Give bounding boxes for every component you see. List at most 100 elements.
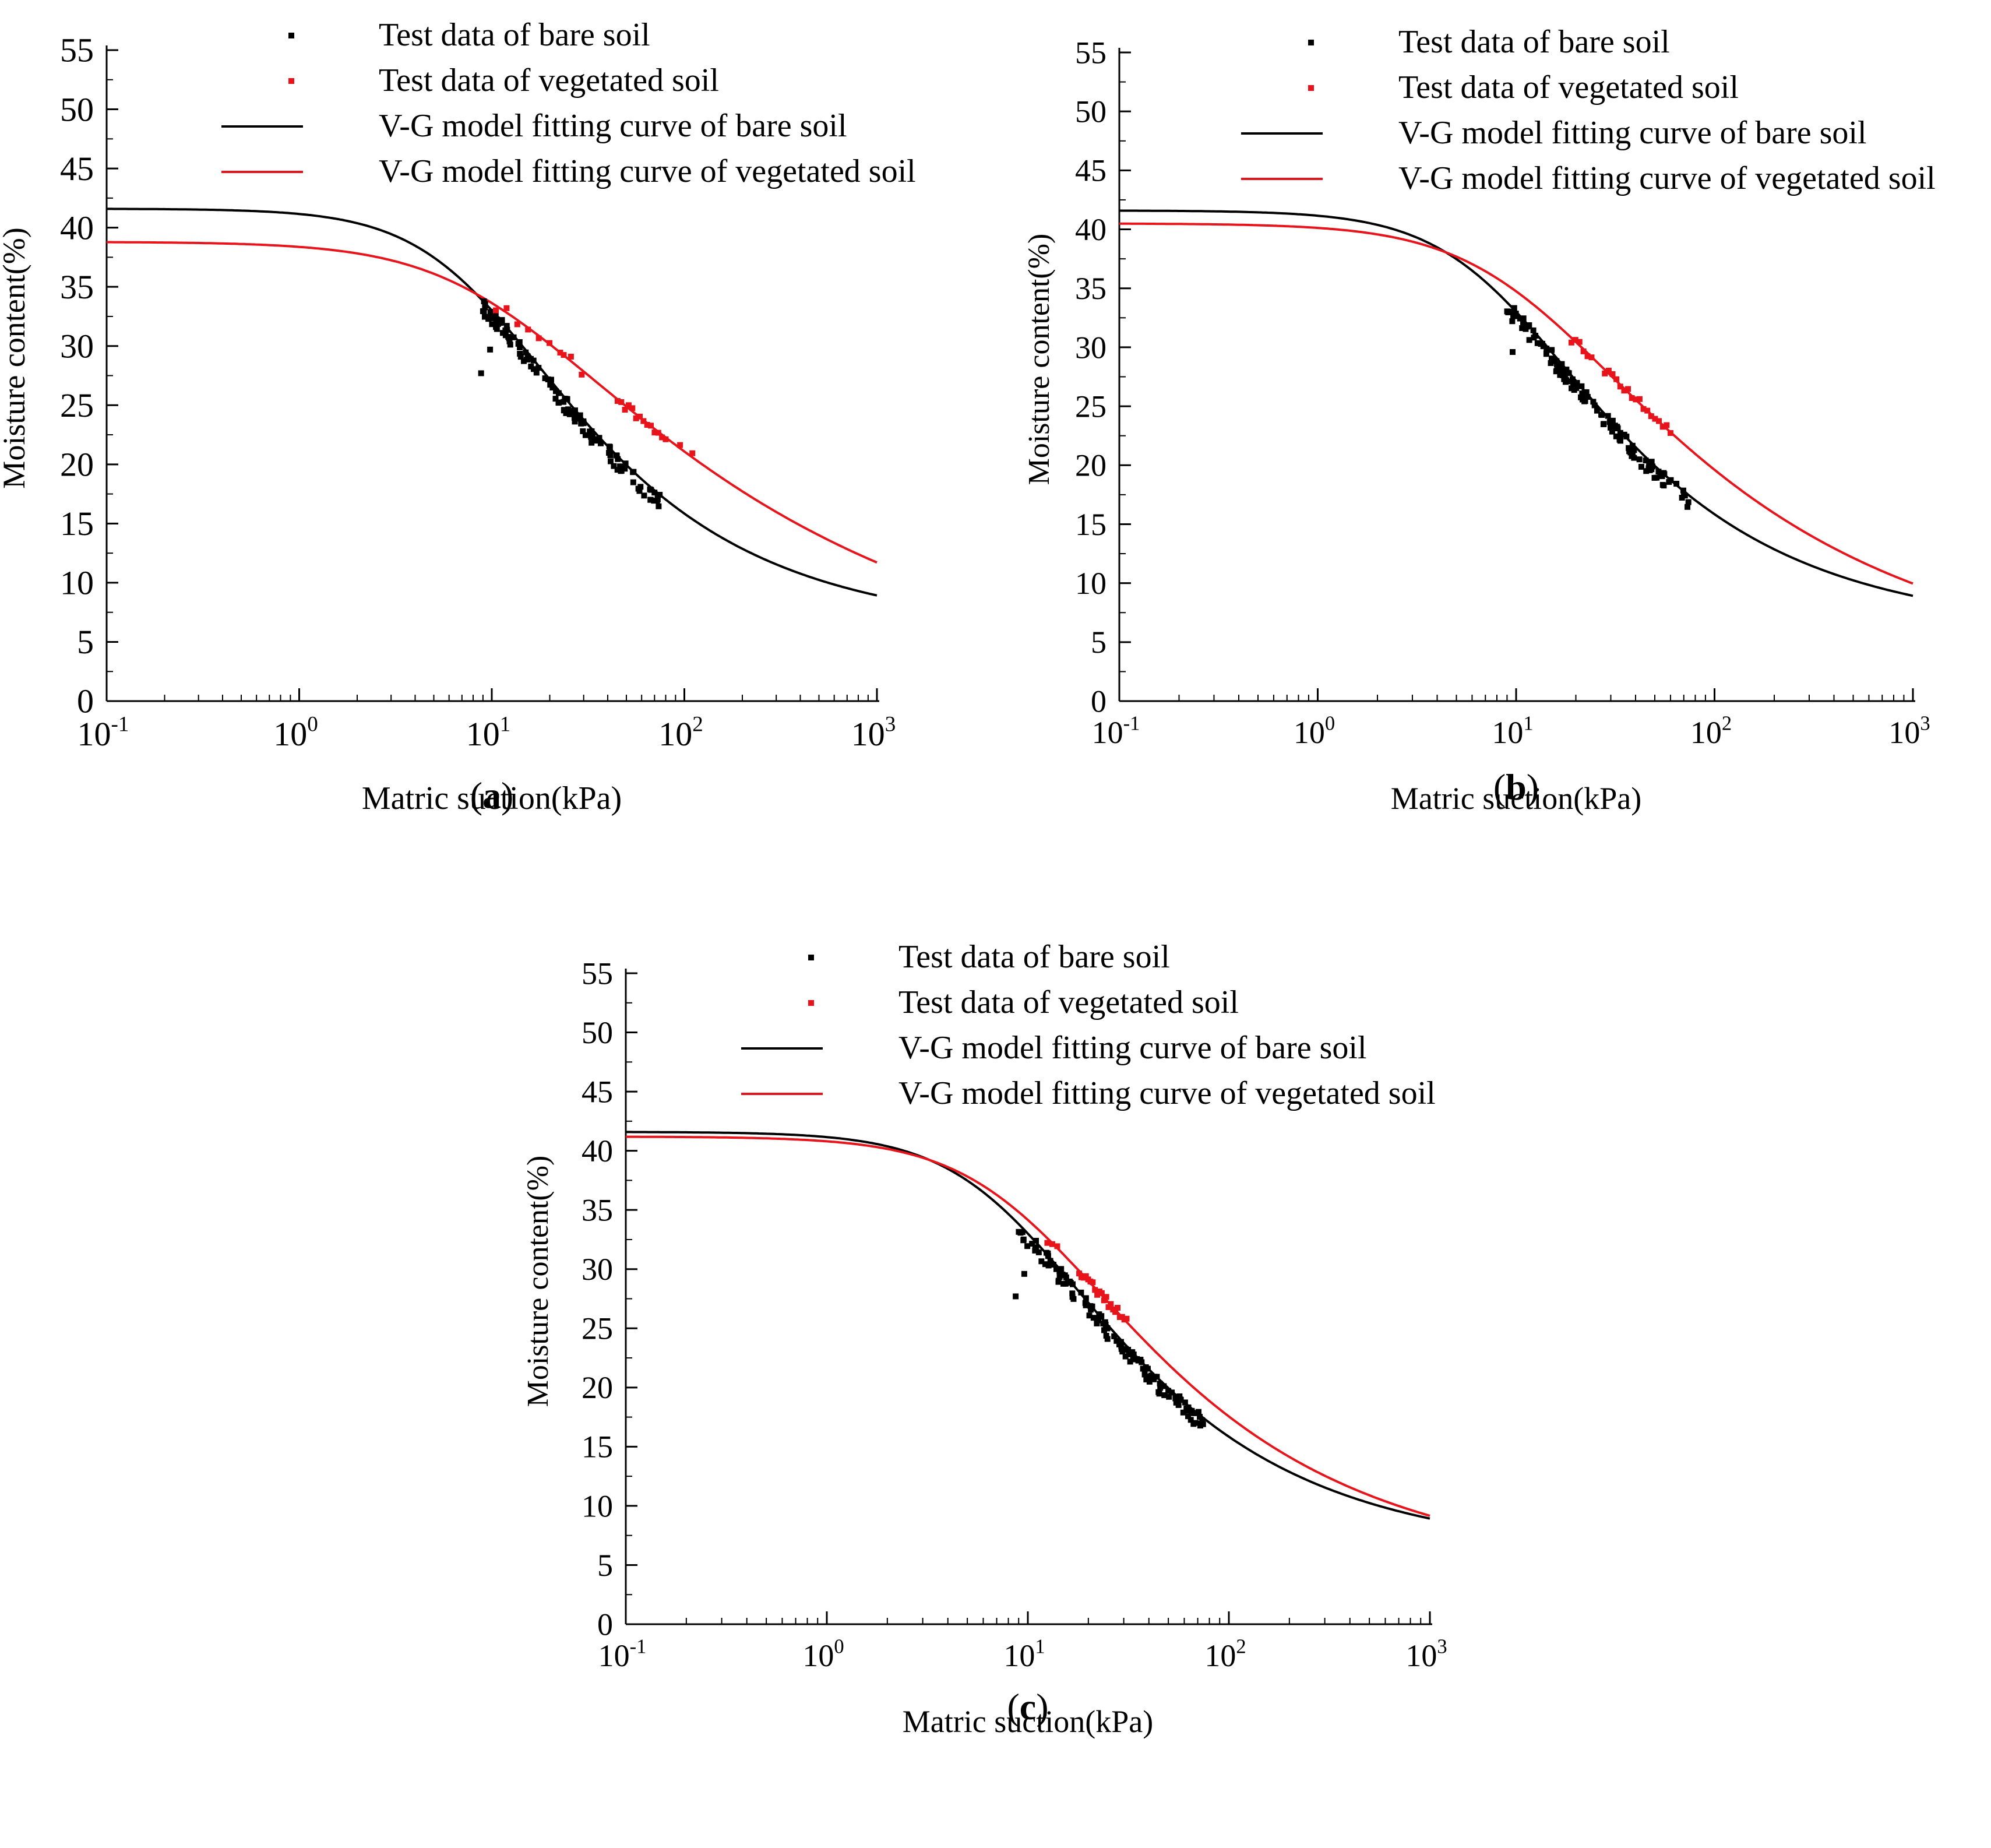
vegetated-soil-test-point bbox=[640, 418, 647, 424]
bare-soil-test-point bbox=[1082, 1300, 1088, 1306]
x-tick-label: 10-1 bbox=[77, 713, 129, 753]
x-tick-label: 101 bbox=[466, 713, 511, 753]
bare-soil-test-point bbox=[1526, 337, 1532, 343]
bare-soil-test-point bbox=[1038, 1258, 1045, 1265]
bare-soil-test-point bbox=[1643, 457, 1649, 464]
bare-soil-test-point bbox=[1086, 1312, 1093, 1319]
bare-soil-test-point bbox=[1060, 1280, 1066, 1287]
bare-soil-test-point bbox=[1679, 494, 1685, 501]
y-tick-label: 5 bbox=[77, 623, 94, 661]
chart-panel-a: 0 5 10 15 20 25 30 35 40 45 50 55 10-1 100 101 102 103 Ma… bbox=[0, 17, 916, 816]
bare-soil-test-point bbox=[1118, 1339, 1124, 1345]
bare-soil-test-point bbox=[1673, 481, 1680, 487]
bare-soil-test-point bbox=[1161, 1383, 1167, 1389]
bare-soil-test-point bbox=[545, 376, 551, 382]
y-tick-label: 40 bbox=[60, 209, 94, 247]
vegetated-soil-test-point bbox=[1617, 383, 1623, 390]
bare-soil-test-point bbox=[1119, 1349, 1126, 1355]
y-tick-label: 25 bbox=[60, 386, 94, 424]
bare-soil-test-point bbox=[1144, 1375, 1150, 1381]
bare-soil-test-point bbox=[1517, 315, 1523, 322]
bare-soil-test-point bbox=[1029, 1241, 1035, 1247]
bare-soil-test-point bbox=[647, 497, 654, 503]
vegetated-soil-test-point bbox=[1101, 1297, 1107, 1304]
x-tick-label: 103 bbox=[1888, 712, 1930, 750]
bare-soil-test-point bbox=[597, 440, 604, 446]
y-tick-label: 25 bbox=[1075, 389, 1106, 424]
legend-marker-point bbox=[1308, 85, 1314, 91]
vegetated-soil-test-point bbox=[579, 371, 585, 378]
x-tick-label: 100 bbox=[1294, 712, 1335, 750]
vegetated-soil-test-point bbox=[1640, 406, 1647, 412]
bare-soil-test-point bbox=[527, 355, 534, 362]
vegetated-soil-test-point bbox=[1049, 1241, 1055, 1247]
bare-soil-test-point bbox=[552, 396, 559, 402]
y-tick-label: 45 bbox=[582, 1074, 613, 1109]
bare-soil-test-point bbox=[1087, 1303, 1094, 1310]
bare-soil-test-point bbox=[1578, 383, 1585, 389]
bare-soil-test-point bbox=[1111, 1333, 1118, 1339]
y-tick-label: 30 bbox=[1075, 330, 1106, 365]
bare-soil-test-point bbox=[1557, 372, 1563, 378]
bare-soil-test-point bbox=[578, 420, 584, 427]
bare-soil-test-point bbox=[651, 490, 658, 496]
bare-soil-test-point bbox=[1540, 343, 1546, 350]
bare-soil-test-point bbox=[1609, 417, 1616, 424]
bare-soil-test-point bbox=[1682, 492, 1688, 499]
bare-soil-test-point bbox=[507, 342, 513, 348]
bare-soil-test-point bbox=[549, 384, 556, 390]
bare-soil-test-point bbox=[1146, 1378, 1153, 1385]
bare-soil-test-point bbox=[1165, 1388, 1172, 1394]
y-tick-label: 30 bbox=[582, 1252, 613, 1287]
y-axis-label: Moisture content(%) bbox=[521, 1156, 555, 1407]
bare-soil-test-point bbox=[1570, 384, 1576, 390]
bare-soil-test-point bbox=[1200, 1421, 1206, 1427]
bare-soil-test-point bbox=[1582, 398, 1588, 404]
bare-soil-test-point bbox=[1555, 368, 1562, 374]
y-tick-label: 0 bbox=[1091, 684, 1106, 719]
bare-soil-test-point bbox=[588, 434, 594, 440]
bare-soil-test-point bbox=[656, 503, 662, 509]
bare-soil-test-point bbox=[630, 469, 637, 475]
bare-soil-test-point bbox=[1605, 413, 1611, 419]
y-tick-label: 20 bbox=[1075, 448, 1106, 483]
x-axis-label: Matric suction(kPa) bbox=[362, 780, 622, 816]
bare-soil-test-point bbox=[587, 428, 593, 435]
bare-soil-test-point bbox=[555, 400, 562, 406]
bare-soil-test-point bbox=[1113, 1337, 1120, 1344]
x-tick-label: 10-1 bbox=[1092, 712, 1140, 750]
legend-label: Test data of vegetated soil bbox=[898, 984, 1239, 1020]
bare-soil-test-point bbox=[613, 452, 619, 459]
bare-soil-test-point bbox=[1197, 1414, 1203, 1420]
vegetated-soil-test-point bbox=[547, 340, 553, 346]
bare-soil-test-point bbox=[1526, 322, 1532, 328]
y-tick-label: 55 bbox=[1075, 35, 1106, 70]
bare-soil-test-point bbox=[1532, 333, 1539, 339]
vegetated-soil-test-point bbox=[514, 321, 520, 328]
vegetated-soil-test-point bbox=[1602, 370, 1608, 376]
x-tick-label: 102 bbox=[1690, 712, 1732, 750]
bare-soil-test-point bbox=[1129, 1351, 1135, 1357]
legend-label: V-G model fitting curve of bare soil bbox=[379, 108, 847, 144]
vegetated-soil-test-point bbox=[1054, 1243, 1060, 1249]
chart-panel-c: 0 5 10 15 20 25 30 35 40 45 50 55 10-1 100 101 102 103 Ma… bbox=[521, 939, 1447, 1739]
vegetated-soil-test-point bbox=[1568, 339, 1574, 346]
bare-soil-test-point bbox=[1173, 1399, 1179, 1406]
bare-soil-test-point bbox=[520, 358, 527, 364]
bare-soil-test-point bbox=[1643, 468, 1650, 474]
bare-soil-test-point bbox=[1154, 1374, 1160, 1380]
vegetated-soil-test-point bbox=[493, 307, 499, 314]
bare-soil-test-point bbox=[1629, 442, 1636, 449]
panel-label: (b) bbox=[1493, 766, 1539, 808]
bare-soil-test-point bbox=[1178, 1397, 1184, 1403]
bare-soil-test-point bbox=[1103, 1332, 1109, 1339]
bare-soil-test-point bbox=[1668, 477, 1674, 483]
bare-soil-test-point bbox=[1021, 1270, 1027, 1277]
bare-soil-test-point bbox=[1600, 421, 1606, 428]
bare-soil-test-point bbox=[1559, 361, 1565, 367]
x-tick-label: 10-1 bbox=[598, 1635, 647, 1673]
vegetated-soil-fit-curve bbox=[1119, 222, 1914, 585]
y-tick-label: 15 bbox=[60, 505, 94, 543]
x-tick-label: 100 bbox=[802, 1635, 844, 1673]
